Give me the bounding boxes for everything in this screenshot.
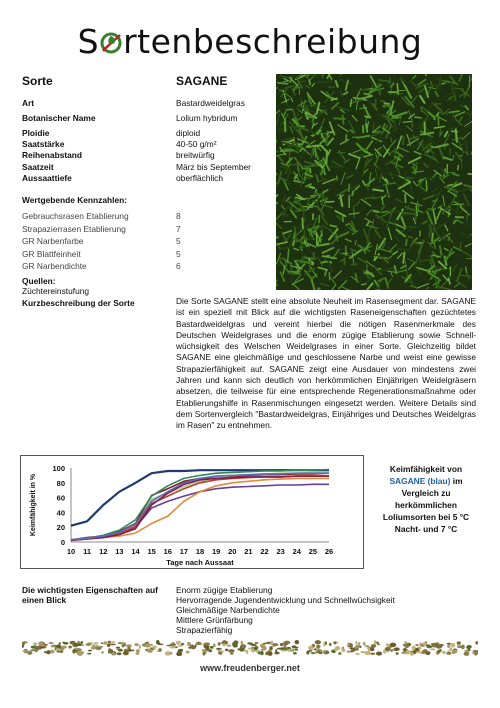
kurz-label: Kurzbeschreibung der Sorte (22, 298, 135, 308)
x-tick-label: 25 (309, 547, 317, 556)
sorte-label: Sorte (22, 74, 53, 88)
ratings-heading: Wertgebende Kennzahlen: (22, 195, 128, 205)
property-item: Hervorragende Jugendentwicklung und Schn… (176, 595, 395, 605)
kurz-text: Die Sorte SAGANE stellt eine absolute Ne… (176, 296, 476, 431)
x-tick-label: 17 (180, 547, 188, 556)
footer-url: www.freudenberger.net (200, 663, 300, 673)
x-tick-label: 15 (147, 547, 155, 556)
series-line (70, 472, 329, 541)
y-tick-label: 60 (57, 494, 65, 503)
x-tick-label: 19 (212, 547, 220, 556)
field-value: oberflächlich (176, 173, 224, 183)
y-tick-label: 40 (57, 508, 65, 517)
x-tick-label: 14 (131, 547, 140, 556)
caption-line-3: Vergleich zu (401, 488, 451, 498)
chart-svg: 0 20 40 60 80 100 10 11 12 13 14 15 16 17 18 19 20 21 22 23… (30, 464, 333, 567)
rating-value: 7 (176, 223, 181, 234)
rating-value: 5 (176, 248, 181, 259)
y-tick-label: 0 (61, 538, 65, 547)
chart-caption: Keimfähigkeit von SAGANE (blau) im Vergl… (368, 463, 484, 535)
rating-value: 6 (176, 261, 181, 271)
x-tick-label: 18 (196, 547, 204, 556)
x-tick-label: 23 (276, 547, 284, 556)
x-tick-label: 12 (99, 547, 107, 556)
x-tick-label: 24 (293, 547, 302, 556)
field-label: Reihenabstand (22, 150, 83, 160)
caption-line-4: herkömmlichen (395, 500, 457, 510)
y-axis-label: Keimfähigkeit in % (30, 473, 37, 536)
quellen-label: Quellen: (22, 276, 56, 286)
rating-label: GR Narbenfarbe (22, 236, 84, 246)
field-value: diploid (176, 128, 201, 138)
y-tick-label: 100 (52, 464, 65, 473)
x-tick-label: 13 (115, 547, 123, 556)
property-item: Mittlere Grünfärbung (176, 615, 253, 625)
x-tick-label: 22 (260, 547, 268, 556)
rating-label: Strapazierrasen Etablierung (22, 223, 126, 234)
y-tick-label: 20 (57, 523, 65, 532)
germination-chart: 0 20 40 60 80 100 10 11 12 13 14 15 16 17 18 19 20 21 22 23… (20, 455, 364, 569)
field-label: Saatzeit (22, 162, 54, 172)
series-line (70, 475, 329, 542)
caption-line-6: Nacht- und 7 °C (394, 524, 458, 534)
field-value: März bis September (176, 162, 251, 172)
x-tick-label: 10 (67, 547, 75, 556)
y-tick-label: 80 (57, 479, 65, 488)
x-tick-label: 20 (228, 547, 236, 556)
caption-sagane: SAGANE (blau) (389, 476, 451, 486)
rating-value: 8 (176, 211, 181, 221)
props-list: Enorm zügige Etablierung Hervorragende Ju… (176, 585, 395, 635)
x-tick-label: 21 (244, 547, 252, 556)
field-value: 40-50 g/m² (176, 139, 217, 149)
field-label: Aussaattiefe (22, 173, 72, 183)
series-line (70, 468, 330, 541)
field-label: Art (22, 98, 35, 108)
property-item: Strapazierfähig (176, 625, 233, 635)
rating-label: Gebrauchsrasen Etablierung (22, 211, 129, 221)
field-value: Lolium hybridum (176, 113, 238, 123)
props-label: Die wichtigsten Eigenschaften auf einen … (22, 585, 158, 605)
x-tick-label: 16 (164, 547, 172, 556)
field-value: breitwürfig (176, 150, 215, 160)
rating-value: 5 (176, 236, 181, 246)
rating-label: GR Blattfeinheit (22, 248, 81, 259)
field-label: Botanischer Name (22, 113, 96, 123)
field-label: Saatstärke (22, 139, 65, 149)
leaf-logo-icon (100, 32, 122, 54)
caption-line-1: Keimfähigkeit von (389, 464, 463, 474)
field-value: Bastardweidelgras (176, 98, 245, 108)
quellen-value: Züchtereinstufung (22, 286, 90, 296)
x-axis-label: Tage nach Aussaat (166, 558, 234, 567)
field-label: Ploidie (22, 128, 50, 138)
sorte-value: SAGANE (176, 74, 228, 88)
grass-photo (276, 74, 472, 290)
x-tick-label: 11 (83, 547, 91, 556)
property-item: Enorm zügige Etablierung (176, 585, 273, 595)
series-line (70, 477, 329, 542)
caption-line-2: im (450, 476, 463, 486)
property-item: Gleichmäßige Narbendichte (176, 605, 280, 615)
x-tick-label: 26 (325, 547, 333, 556)
grass-border-strip (22, 640, 478, 656)
rating-label: GR Narbendichte (22, 261, 87, 271)
caption-line-5: Loliumsorten bei 5 °C (382, 512, 470, 522)
